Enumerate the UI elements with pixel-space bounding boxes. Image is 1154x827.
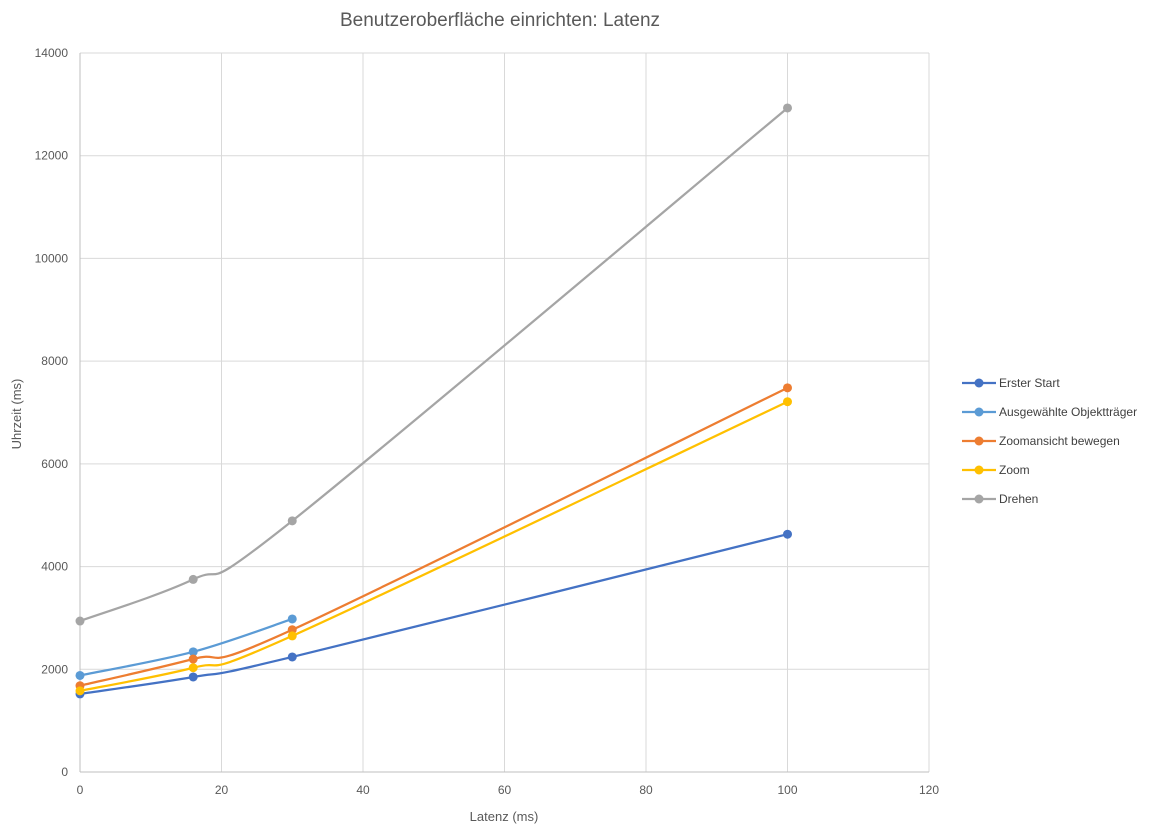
y-tick-label: 4000 [41, 560, 68, 574]
series-5 [75, 103, 792, 626]
legend-label: Erster Start [999, 376, 1060, 390]
data-point [188, 654, 198, 664]
y-tick-label: 14000 [35, 46, 69, 60]
series-line [79, 107, 789, 623]
data-point [75, 670, 85, 680]
y-tick-label: 2000 [41, 662, 68, 676]
data-point [75, 616, 85, 626]
x-tick-label: 0 [77, 783, 84, 797]
legend-label: Drehen [999, 492, 1038, 506]
series-1 [75, 529, 792, 699]
legend-item: Zoom [962, 463, 1030, 477]
chart-title: Benutzeroberfläche einrichten: Latenz [340, 10, 660, 31]
legend-item: Ausgewählte Objektträger [962, 405, 1137, 419]
y-tick-label: 8000 [41, 354, 68, 368]
data-point [783, 397, 792, 407]
data-point [75, 686, 85, 696]
data-point [287, 652, 297, 662]
data-point [188, 663, 198, 673]
legend: Erster Start Ausgewählte Objektträger Zoom… [962, 376, 1137, 506]
legend-item: Drehen [962, 492, 1038, 506]
data-point [287, 625, 297, 635]
legend-item: Zoomansicht bewegen [962, 434, 1120, 448]
y-axis-ticks: 0 2000 4000 6000 8000 10000 12000 14000 [35, 46, 69, 779]
series-line [79, 386, 788, 687]
axes [79, 53, 929, 773]
x-axis-label: Latenz (ms) [470, 809, 539, 824]
y-tick-label: 12000 [35, 149, 69, 163]
series-line [79, 400, 788, 692]
data-point [287, 614, 297, 624]
data-point [783, 383, 792, 393]
series-line [79, 617, 293, 677]
data-point [188, 672, 198, 682]
legend-swatch-marker [974, 436, 984, 446]
legend-item: Erster Start [962, 376, 1060, 390]
y-tick-label: 6000 [41, 457, 68, 471]
x-tick-label: 120 [919, 783, 939, 797]
legend-swatch-marker [974, 378, 984, 388]
series-line [79, 533, 788, 696]
gridlines [80, 52, 930, 772]
series-2 [75, 614, 297, 680]
data-point [287, 631, 297, 641]
x-axis-ticks: 0 20 40 60 80 100 120 [77, 783, 940, 797]
y-tick-label: 0 [61, 765, 68, 779]
legend-swatch-marker [974, 494, 984, 504]
legend-swatch-marker [974, 407, 984, 417]
legend-label: Zoom [999, 463, 1030, 477]
x-tick-label: 80 [639, 783, 653, 797]
legend-label: Ausgewählte Objektträger [999, 405, 1137, 419]
y-tick-label: 10000 [35, 251, 69, 265]
series-3 [75, 383, 792, 691]
data-point [783, 529, 792, 539]
x-tick-label: 100 [777, 783, 797, 797]
legend-label: Zoomansicht bewegen [999, 434, 1120, 448]
x-tick-label: 40 [356, 783, 370, 797]
series-group [75, 103, 792, 699]
data-point [783, 103, 792, 113]
legend-swatch-marker [974, 465, 984, 475]
y-axis-label: Uhrzeit (ms) [9, 379, 24, 450]
data-point [188, 647, 198, 657]
data-point [188, 574, 198, 584]
x-tick-label: 60 [498, 783, 512, 797]
data-point [287, 516, 297, 526]
x-tick-label: 20 [215, 783, 229, 797]
series-4 [75, 397, 792, 696]
